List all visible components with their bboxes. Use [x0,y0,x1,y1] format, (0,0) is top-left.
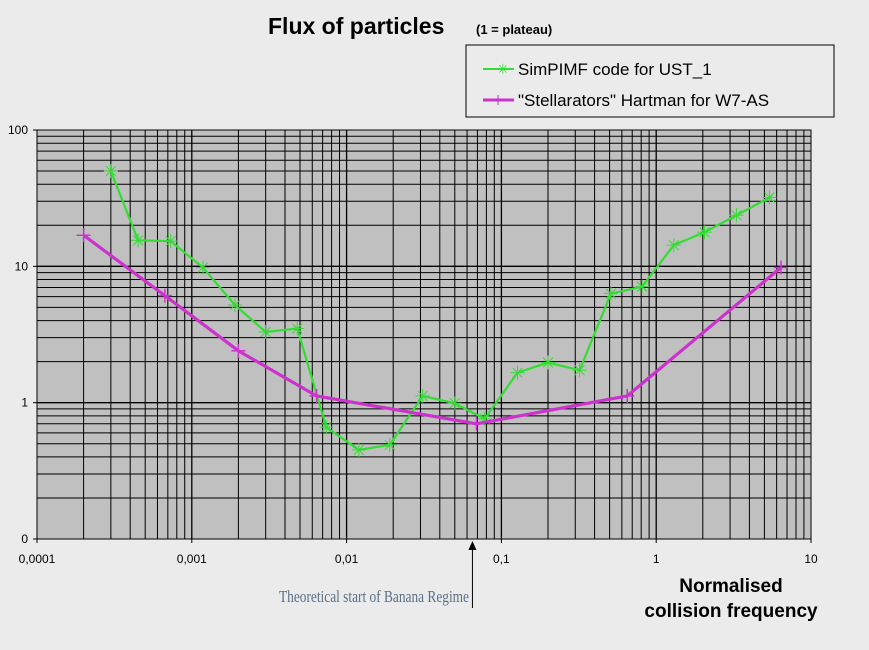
legend: ✳ SimPIMF code for UST_1 "Stellarators" … [465,44,835,118]
data-point [290,321,305,336]
data-point [762,190,777,205]
y-tick-label: 0 [21,532,28,546]
legend-box [465,44,835,118]
data-point [309,388,324,403]
x-tick-label: 0,0001 [19,552,56,566]
data-point [469,416,484,431]
banana-annotation: Theoretical start of Banana Regime [279,541,477,608]
data-point [157,288,172,303]
series-group [76,164,788,457]
data-point [351,442,366,457]
x-tick-label: 0,001 [177,552,207,566]
asterisk-marker-icon: ✳ [497,61,509,77]
chart-subtitle: (1 = plateau) [476,22,552,37]
x-axis-label-line1: Normalised [679,576,782,597]
data-point [773,260,788,275]
data-point [572,363,587,378]
plot-border [36,129,812,540]
x-axis-label-line2: collision frequency [644,601,818,622]
data-point [603,286,618,301]
x-tick-label: 0,1 [493,552,510,566]
y-tick-label: 1 [21,396,28,410]
data-point [666,238,681,253]
legend-label-simpimf: SimPIMF code for UST_1 [518,60,712,79]
data-point [319,420,334,435]
data-point [258,324,273,339]
x-tick-label: 1 [653,552,660,566]
y-tick-label: 100 [8,123,28,137]
data-point [729,208,744,223]
data-point [415,388,430,403]
data-point [635,279,650,294]
x-tick-label: 0,01 [335,552,359,566]
arrow-up-icon [468,541,477,550]
legend-label-hartman: "Stellarators" Hartman for W7-AS [518,91,769,110]
data-point [163,234,178,249]
x-tick-label: 10 [804,552,818,566]
data-point [620,388,635,403]
data-point [227,298,242,313]
plot-area [37,130,811,539]
data-point [76,228,91,243]
data-point [382,437,397,452]
data-point [131,233,146,248]
data-point [195,260,210,275]
chart-title: Flux of particles [268,13,444,39]
y-tick-label: 10 [15,259,29,273]
data-point [231,343,246,358]
data-point [697,225,712,240]
series-line-simpimf [109,170,771,452]
data-point [447,396,462,411]
data-point [510,365,525,380]
data-point [540,355,555,370]
annotation-text: Theoretical start of Banana Regime [279,587,469,606]
data-point [103,164,118,179]
